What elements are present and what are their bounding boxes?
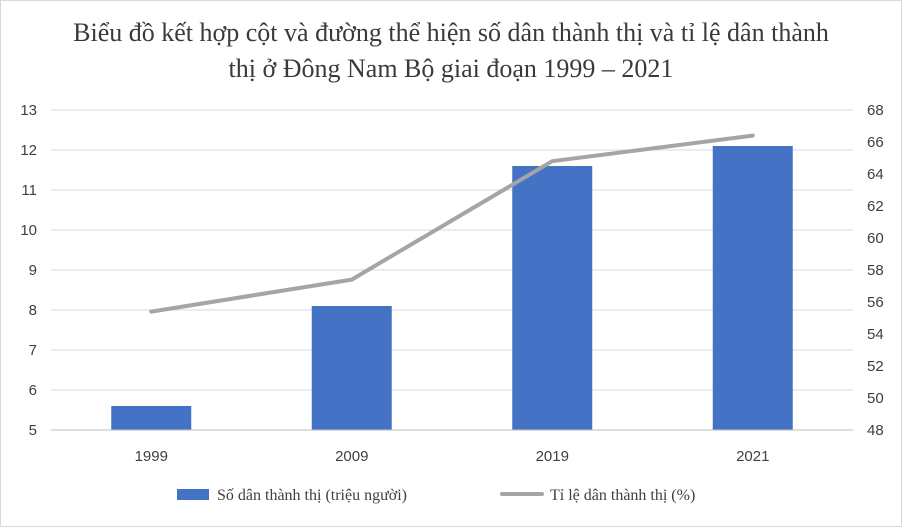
y-right-tick-label: 50 [867, 390, 884, 407]
y-right-tick-label: 62 [867, 198, 884, 215]
line-point [150, 311, 152, 313]
y-left-tick-label: 10 [20, 222, 37, 239]
y-left-tick-label: 13 [20, 102, 37, 119]
legend-line-label: Tỉ lệ dân thành thị (%) [550, 487, 695, 504]
x-tick-label: 2021 [736, 448, 769, 465]
legend-bar-label: Số dân thành thị (triệu người) [217, 487, 407, 504]
y-left-tick-label: 6 [29, 382, 37, 399]
series-line [149, 133, 755, 314]
y-right-tick-label: 54 [867, 326, 884, 343]
y-right-tick-label: 66 [867, 134, 884, 151]
x-tick-label: 2009 [335, 448, 368, 465]
bar [512, 166, 593, 430]
y-left-tick-label: 8 [29, 302, 37, 319]
y-right-tick-label: 60 [867, 230, 884, 247]
chart-title: Biểu đồ kết hợp cột và đường thể hiện số… [73, 18, 829, 83]
line-point [351, 279, 353, 281]
y-right-tick-label: 52 [867, 358, 884, 375]
y-right-tick-label: 64 [867, 166, 884, 183]
bar [311, 306, 392, 430]
y-right-tick-label: 56 [867, 294, 884, 311]
y-right-tick-label: 48 [867, 422, 884, 439]
line-point [551, 160, 553, 162]
y-left-tick-label: 7 [29, 342, 37, 359]
y-right-tick-label: 68 [867, 102, 884, 119]
legend: Số dân thành thị (triệu người) Tỉ lệ dân … [177, 487, 695, 504]
y-left-tick-label: 5 [29, 422, 37, 439]
line-point [752, 135, 754, 137]
y-right-tick-label: 58 [867, 262, 884, 279]
legend-bar-swatch [177, 489, 209, 500]
bar [111, 406, 192, 430]
bar [712, 146, 793, 430]
y-left-tick-label: 12 [20, 142, 37, 159]
gridlines [51, 109, 853, 431]
x-tick-label: 2019 [536, 448, 569, 465]
bar-series [111, 146, 793, 430]
x-tick-label: 1999 [135, 448, 168, 465]
y-left-tick-label: 11 [21, 182, 37, 199]
y-left-tick-label: 9 [29, 262, 37, 279]
line-series [149, 133, 755, 314]
